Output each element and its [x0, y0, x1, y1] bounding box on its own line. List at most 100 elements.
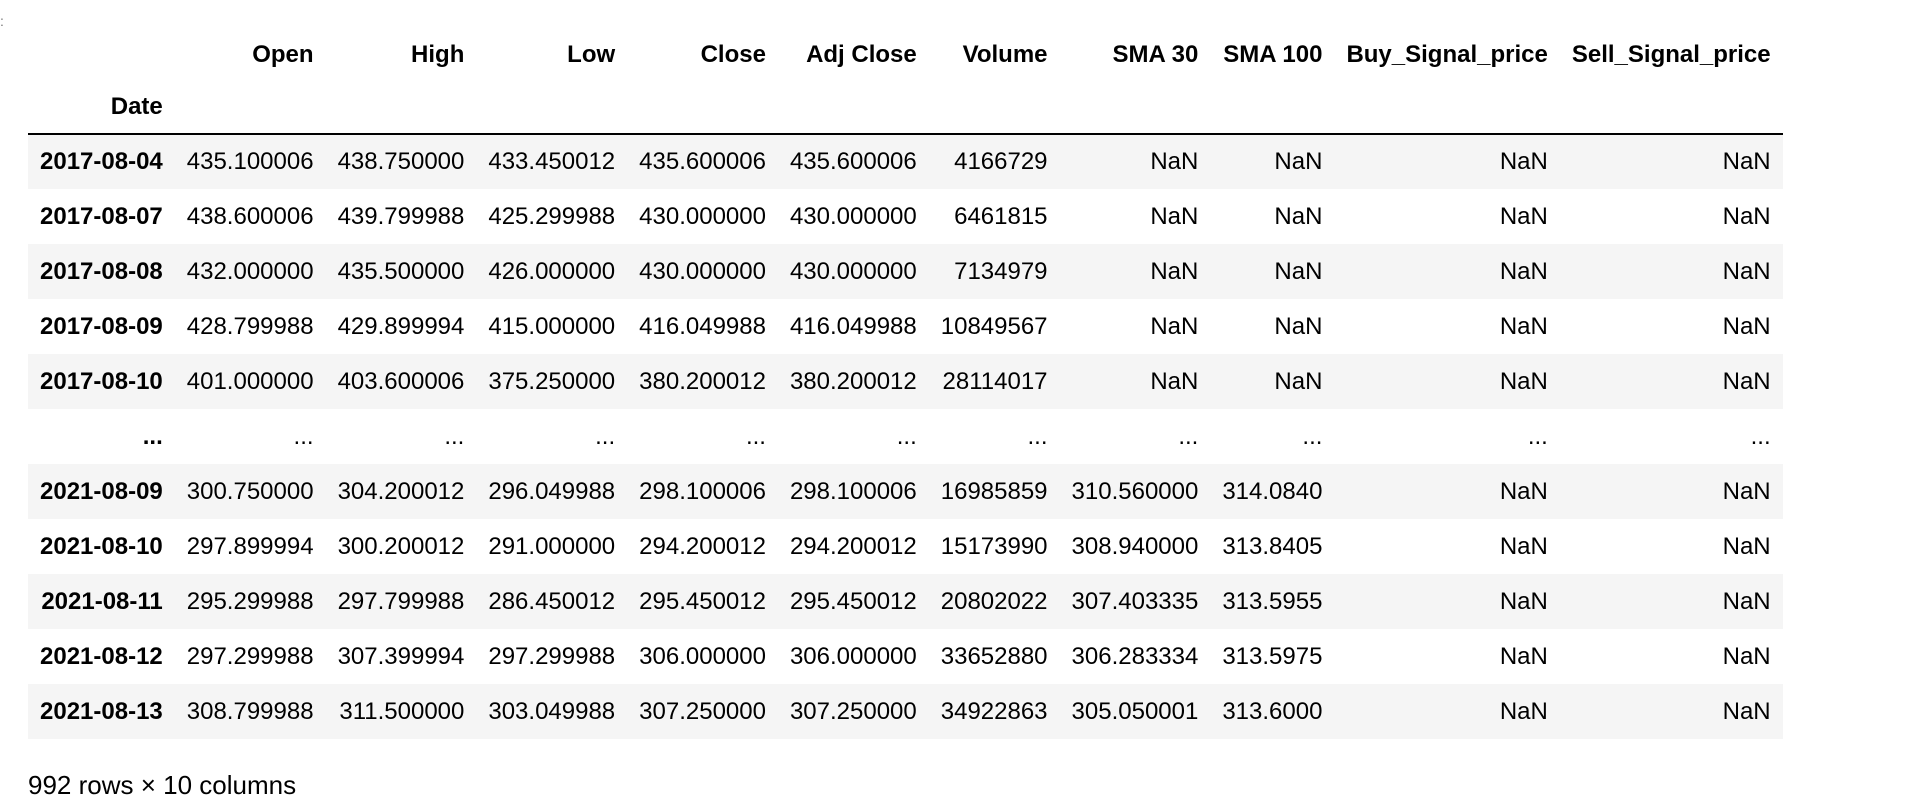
- table-cell: ...: [1302, 422, 1323, 450]
- table-cell: 438.750000: [337, 148, 465, 175]
- table-cell: 313.5955: [1222, 587, 1323, 615]
- table-cell: 6461815: [954, 202, 1048, 230]
- table-cell: 435.100006: [186, 148, 314, 175]
- table-row: 2021-08-13 308.799988 311.500000 303.049988…: [28, 684, 1783, 739]
- dataframe-table: Open High Low Close Adj Close Volume SMA…: [28, 28, 1783, 739]
- table-cell: NaN: [1722, 257, 1771, 285]
- table-cell: NaN: [1722, 532, 1771, 560]
- table-cell: ...: [444, 422, 465, 450]
- table-cell: 430.000000: [639, 202, 766, 230]
- table-cell: 286.450012: [488, 587, 616, 615]
- table-cell: 297.299988: [186, 642, 314, 670]
- table-cell: 439.799988: [337, 202, 465, 230]
- table-cell: NaN: [1499, 202, 1548, 230]
- empty-header-cell: [325, 81, 477, 135]
- column-header: High: [411, 40, 465, 68]
- table-cell: 435.600006: [639, 148, 766, 175]
- table-cell: NaN: [1150, 367, 1199, 395]
- table-cell: NaN: [1499, 148, 1548, 175]
- table-cell: 295.450012: [789, 587, 917, 615]
- table-cell: ...: [595, 422, 616, 450]
- table-cell: 401.000000: [186, 367, 314, 395]
- table-cell: 428.799988: [186, 312, 314, 340]
- table-cell: 296.049988: [488, 477, 616, 505]
- table-cell: NaN: [1150, 312, 1199, 340]
- index-name-header: Date: [28, 81, 175, 135]
- table-cell: 313.6000: [1222, 697, 1323, 725]
- table-row: 2021-08-11 295.299988 297.799988 286.450012…: [28, 574, 1783, 629]
- table-cell: 33652880: [940, 642, 1048, 670]
- column-header: Buy_Signal_price: [1346, 40, 1548, 68]
- table-cell: 313.5975: [1222, 642, 1323, 670]
- table-cell: NaN: [1499, 312, 1548, 340]
- table-cell: NaN: [1150, 257, 1199, 285]
- table-cell: 15173990: [940, 532, 1048, 560]
- empty-header-cell: [928, 81, 1060, 135]
- table-row: 2017-08-08 432.000000 435.500000 426.000000…: [28, 244, 1783, 299]
- table-cell: 429.899994: [337, 312, 465, 340]
- table-cell: 308.940000: [1071, 532, 1199, 560]
- collapsed-output-marker: :: [0, 13, 4, 29]
- column-header: Close: [700, 40, 766, 68]
- table-row: 2021-08-09 300.750000 304.200012 296.049988…: [28, 464, 1783, 519]
- table-cell: NaN: [1499, 477, 1548, 505]
- table-cell: NaN: [1722, 148, 1771, 175]
- table-cell: 306.000000: [789, 642, 917, 670]
- column-header: Open: [252, 40, 314, 68]
- table-cell: 306.000000: [639, 642, 766, 670]
- column-header: Volume: [962, 40, 1048, 68]
- table-body: 2017-08-04 435.100006 438.750000 433.450012…: [28, 134, 1783, 739]
- table-cell: NaN: [1499, 367, 1548, 395]
- table-header: Open High Low Close Adj Close Volume SMA…: [28, 28, 1783, 135]
- table-cell: 432.000000: [186, 257, 314, 285]
- table-cell: 20802022: [940, 587, 1048, 615]
- table-cell: NaN: [1150, 148, 1199, 175]
- table-cell: 298.100006: [639, 477, 766, 505]
- empty-header-cell: [1334, 81, 1560, 135]
- table-cell: NaN: [1722, 477, 1771, 505]
- table-row: 2021-08-10 297.899994 300.200012 291.000000…: [28, 519, 1783, 574]
- empty-header-cell: [476, 81, 628, 135]
- table-row: 2017-08-04 435.100006 438.750000 433.450012…: [28, 134, 1783, 189]
- table-cell: 307.399994: [337, 642, 465, 670]
- table-cell: NaN: [1499, 642, 1548, 670]
- empty-header-cell: [1059, 81, 1211, 135]
- table-cell: ...: [745, 422, 766, 450]
- column-header-row: Open High Low Close Adj Close Volume SMA…: [28, 28, 1783, 81]
- table-cell: NaN: [1499, 697, 1548, 725]
- table-cell: NaN: [1274, 257, 1323, 285]
- table-row: 2017-08-07 438.600006 439.799988 425.299988…: [28, 189, 1783, 244]
- row-index-label: 2017-08-07: [40, 202, 163, 230]
- table-cell: 430.000000: [789, 202, 917, 230]
- table-cell: 308.799988: [186, 697, 314, 725]
- table-cell: 380.200012: [639, 367, 766, 395]
- row-index-label: 2017-08-08: [40, 257, 163, 285]
- table-cell: 297.799988: [337, 587, 465, 615]
- table-cell: NaN: [1722, 697, 1771, 725]
- table-cell: 297.299988: [488, 642, 616, 670]
- table-cell: 438.600006: [186, 202, 314, 230]
- table-cell: 375.250000: [488, 367, 616, 395]
- table-cell: 300.750000: [186, 477, 314, 505]
- column-header: Low: [567, 40, 616, 68]
- table-cell: 311.500000: [339, 697, 465, 725]
- table-cell: NaN: [1150, 202, 1199, 230]
- table-cell: NaN: [1499, 587, 1548, 615]
- table-cell: 294.200012: [639, 532, 766, 560]
- table-cell: 430.000000: [789, 257, 917, 285]
- table-cell: 297.899994: [186, 532, 314, 560]
- table-cell: 310.560000: [1071, 477, 1199, 505]
- table-cell: 303.049988: [488, 697, 616, 725]
- table-cell: NaN: [1499, 257, 1548, 285]
- table-cell: ...: [1027, 422, 1048, 450]
- table-cell: 34922863: [940, 697, 1048, 725]
- table-cell: 305.050001: [1071, 697, 1199, 725]
- column-header: Sell_Signal_price: [1571, 40, 1771, 68]
- empty-header-cell: [174, 81, 326, 135]
- row-index-label: 2021-08-11: [41, 587, 163, 615]
- row-index-label: 2021-08-13: [40, 697, 163, 725]
- table-cell: NaN: [1499, 532, 1548, 560]
- row-index-label: ...: [142, 422, 163, 450]
- table-cell: 403.600006: [337, 367, 465, 395]
- table-cell: 306.283334: [1071, 642, 1199, 670]
